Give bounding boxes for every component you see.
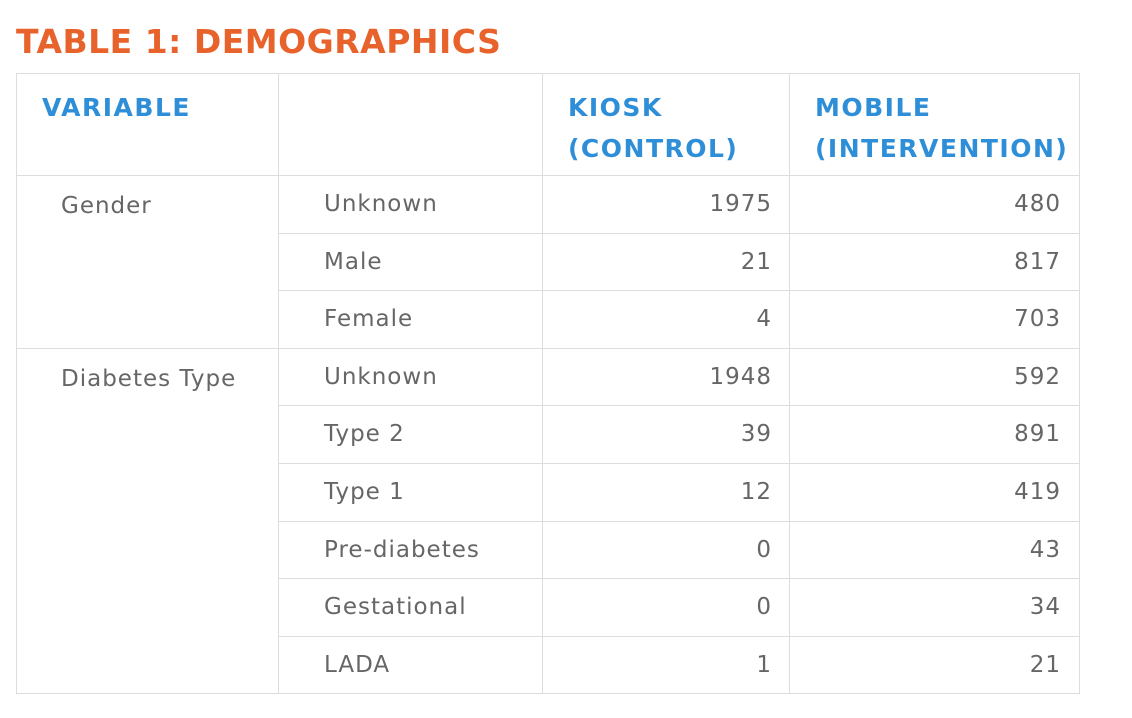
table-row: Type 2 39 891 — [17, 405, 1080, 464]
table-row: Male 21 817 — [17, 232, 1080, 292]
header-mobile-intervention: MOBILE (INTERVENTION) — [789, 73, 1080, 176]
row-label: Unknown — [278, 175, 543, 234]
demographics-table: VARIABLE KIOSK (CONTROL) MOBILE (INTERVENT… — [16, 73, 1080, 695]
header-subcategory — [278, 73, 543, 176]
kiosk-value: 1975 — [542, 175, 790, 234]
group-label-gender: Gender — [16, 175, 279, 349]
mobile-value: 34 — [789, 578, 1080, 637]
table-title: TABLE 1: DEMOGRAPHICS — [16, 22, 502, 61]
kiosk-value: 39 — [542, 405, 790, 464]
row-label: LADA — [278, 635, 543, 695]
table-row: LADA 1 21 — [17, 635, 1080, 695]
table-row: Gestational 0 34 — [17, 578, 1080, 637]
row-label: Type 1 — [278, 462, 543, 522]
mobile-value: 891 — [789, 405, 1080, 464]
mobile-value: 703 — [789, 290, 1080, 349]
header-kiosk-control: KIOSK (CONTROL) — [542, 73, 790, 176]
kiosk-value: 0 — [542, 520, 790, 580]
row-label: Pre-diabetes — [278, 520, 543, 580]
group-label-diabetes-type: Diabetes Type — [16, 347, 279, 695]
kiosk-value: 1 — [542, 635, 790, 695]
header-row: VARIABLE KIOSK (CONTROL) MOBILE (INTERVENT… — [16, 73, 1080, 176]
row-label: Male — [278, 232, 543, 292]
mobile-value: 480 — [789, 175, 1080, 234]
row-label: Type 2 — [278, 405, 543, 464]
table-row: Type 1 12 419 — [17, 462, 1080, 522]
kiosk-value: 1948 — [542, 347, 790, 407]
kiosk-value: 4 — [542, 290, 790, 349]
mobile-value: 817 — [789, 232, 1080, 292]
row-label: Female — [278, 290, 543, 349]
kiosk-value: 12 — [542, 462, 790, 522]
mobile-value: 592 — [789, 347, 1080, 407]
row-label: Gestational — [278, 578, 543, 637]
mobile-value: 419 — [789, 462, 1080, 522]
row-label: Unknown — [278, 347, 543, 407]
mobile-value: 43 — [789, 520, 1080, 580]
header-variable: VARIABLE — [16, 73, 279, 176]
kiosk-value: 0 — [542, 578, 790, 637]
table-row: Diabetes Type Unknown 1948 592 — [16, 347, 1080, 695]
mobile-value: 21 — [789, 635, 1080, 695]
kiosk-value: 21 — [542, 232, 790, 292]
table-row: Gender Unknown 1975 480 — [16, 175, 1080, 349]
